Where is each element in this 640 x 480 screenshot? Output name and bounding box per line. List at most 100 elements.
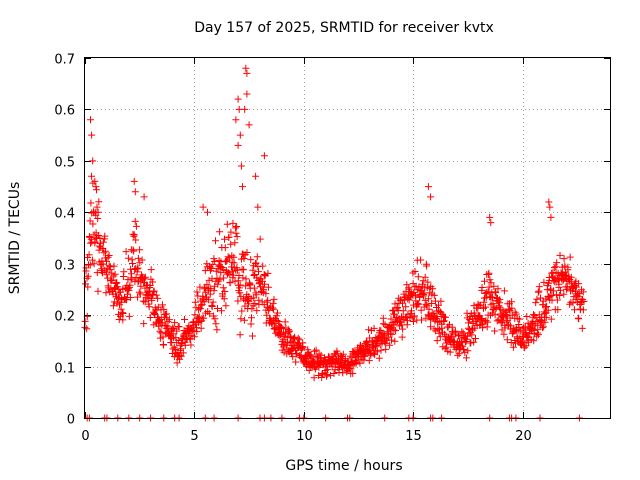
data-point	[264, 283, 272, 291]
y-tick-label: 0.2	[54, 310, 75, 325]
spike-point	[241, 105, 249, 113]
data-point	[224, 253, 232, 261]
data-point	[494, 297, 502, 305]
data-point	[485, 269, 493, 277]
data-point	[138, 256, 146, 264]
data-point	[490, 282, 498, 290]
data-point	[507, 339, 515, 346]
data-point	[219, 284, 227, 292]
data-point	[119, 316, 127, 324]
data-point	[480, 298, 488, 306]
data-point	[328, 363, 336, 371]
x-tick-label: 15	[405, 429, 422, 444]
data-point	[205, 296, 213, 304]
data-point	[379, 320, 387, 328]
data-point	[508, 298, 516, 306]
data-point	[221, 235, 228, 243]
data-point	[132, 222, 140, 230]
data-point	[561, 262, 569, 270]
data-point	[91, 238, 99, 246]
data-point	[216, 275, 224, 283]
data-point	[156, 327, 164, 335]
data-point	[522, 342, 530, 350]
spike-point	[204, 208, 211, 216]
data-point	[496, 296, 504, 304]
data-point	[404, 310, 412, 318]
x-tick-label: 0	[81, 429, 89, 444]
spike-point	[260, 152, 268, 160]
data-point	[169, 330, 177, 338]
data-point	[114, 283, 122, 291]
spike-point	[87, 116, 94, 124]
data-point	[193, 288, 201, 296]
data-point	[399, 299, 406, 307]
data-point	[349, 369, 357, 377]
data-point	[264, 296, 272, 304]
data-point	[187, 341, 195, 349]
data-point	[560, 255, 568, 263]
data-point	[149, 278, 157, 286]
data-point	[477, 321, 485, 329]
data-point	[491, 311, 499, 319]
data-point	[579, 296, 587, 304]
data-point	[467, 310, 475, 318]
data-point	[131, 217, 139, 225]
data-point	[567, 273, 575, 281]
data-point	[410, 288, 418, 296]
data-point	[553, 296, 561, 304]
data-point	[434, 318, 442, 326]
data-point	[211, 258, 219, 265]
spike-point	[234, 141, 242, 149]
data-point	[194, 319, 202, 326]
data-point	[233, 233, 241, 241]
data-point	[132, 236, 140, 244]
data-point	[191, 298, 199, 306]
data-point	[252, 291, 260, 299]
spike-point	[91, 177, 99, 185]
data-point	[197, 324, 205, 332]
data-point	[484, 318, 492, 326]
data-point	[87, 199, 95, 207]
data-point	[203, 281, 211, 289]
data-point	[459, 342, 467, 350]
data-point	[425, 305, 433, 313]
spike-point	[199, 203, 207, 211]
data-point	[481, 289, 489, 297]
data-point	[417, 256, 425, 264]
data-point	[580, 298, 588, 305]
data-point	[397, 318, 405, 326]
data-point	[117, 305, 125, 313]
data-point	[129, 246, 137, 254]
data-point	[200, 314, 208, 322]
spike-point	[254, 203, 262, 211]
data-point	[94, 287, 102, 295]
data-point	[81, 317, 89, 325]
spike-point	[242, 64, 250, 72]
data-point	[365, 357, 373, 365]
data-point	[424, 278, 432, 286]
data-point	[274, 318, 282, 325]
data-point	[259, 262, 267, 270]
data-point	[233, 266, 241, 274]
data-point	[147, 266, 155, 274]
data-point	[84, 283, 92, 291]
spike-point	[131, 188, 139, 196]
data-point	[423, 262, 431, 270]
data-point	[105, 252, 113, 259]
data-point	[541, 318, 549, 326]
x-tick-label: 10	[296, 429, 313, 444]
data-point	[220, 274, 228, 282]
data-point	[523, 313, 531, 320]
data-point	[387, 322, 395, 330]
data-point	[177, 345, 185, 353]
data-point	[101, 232, 109, 240]
data-point	[104, 253, 112, 261]
spike-point	[130, 177, 138, 185]
data-point	[307, 353, 315, 361]
data-point	[314, 353, 321, 361]
data-point	[255, 268, 262, 276]
data-point	[435, 301, 442, 309]
spike-point	[94, 208, 102, 216]
data-point	[419, 280, 426, 288]
data-point	[119, 310, 127, 317]
